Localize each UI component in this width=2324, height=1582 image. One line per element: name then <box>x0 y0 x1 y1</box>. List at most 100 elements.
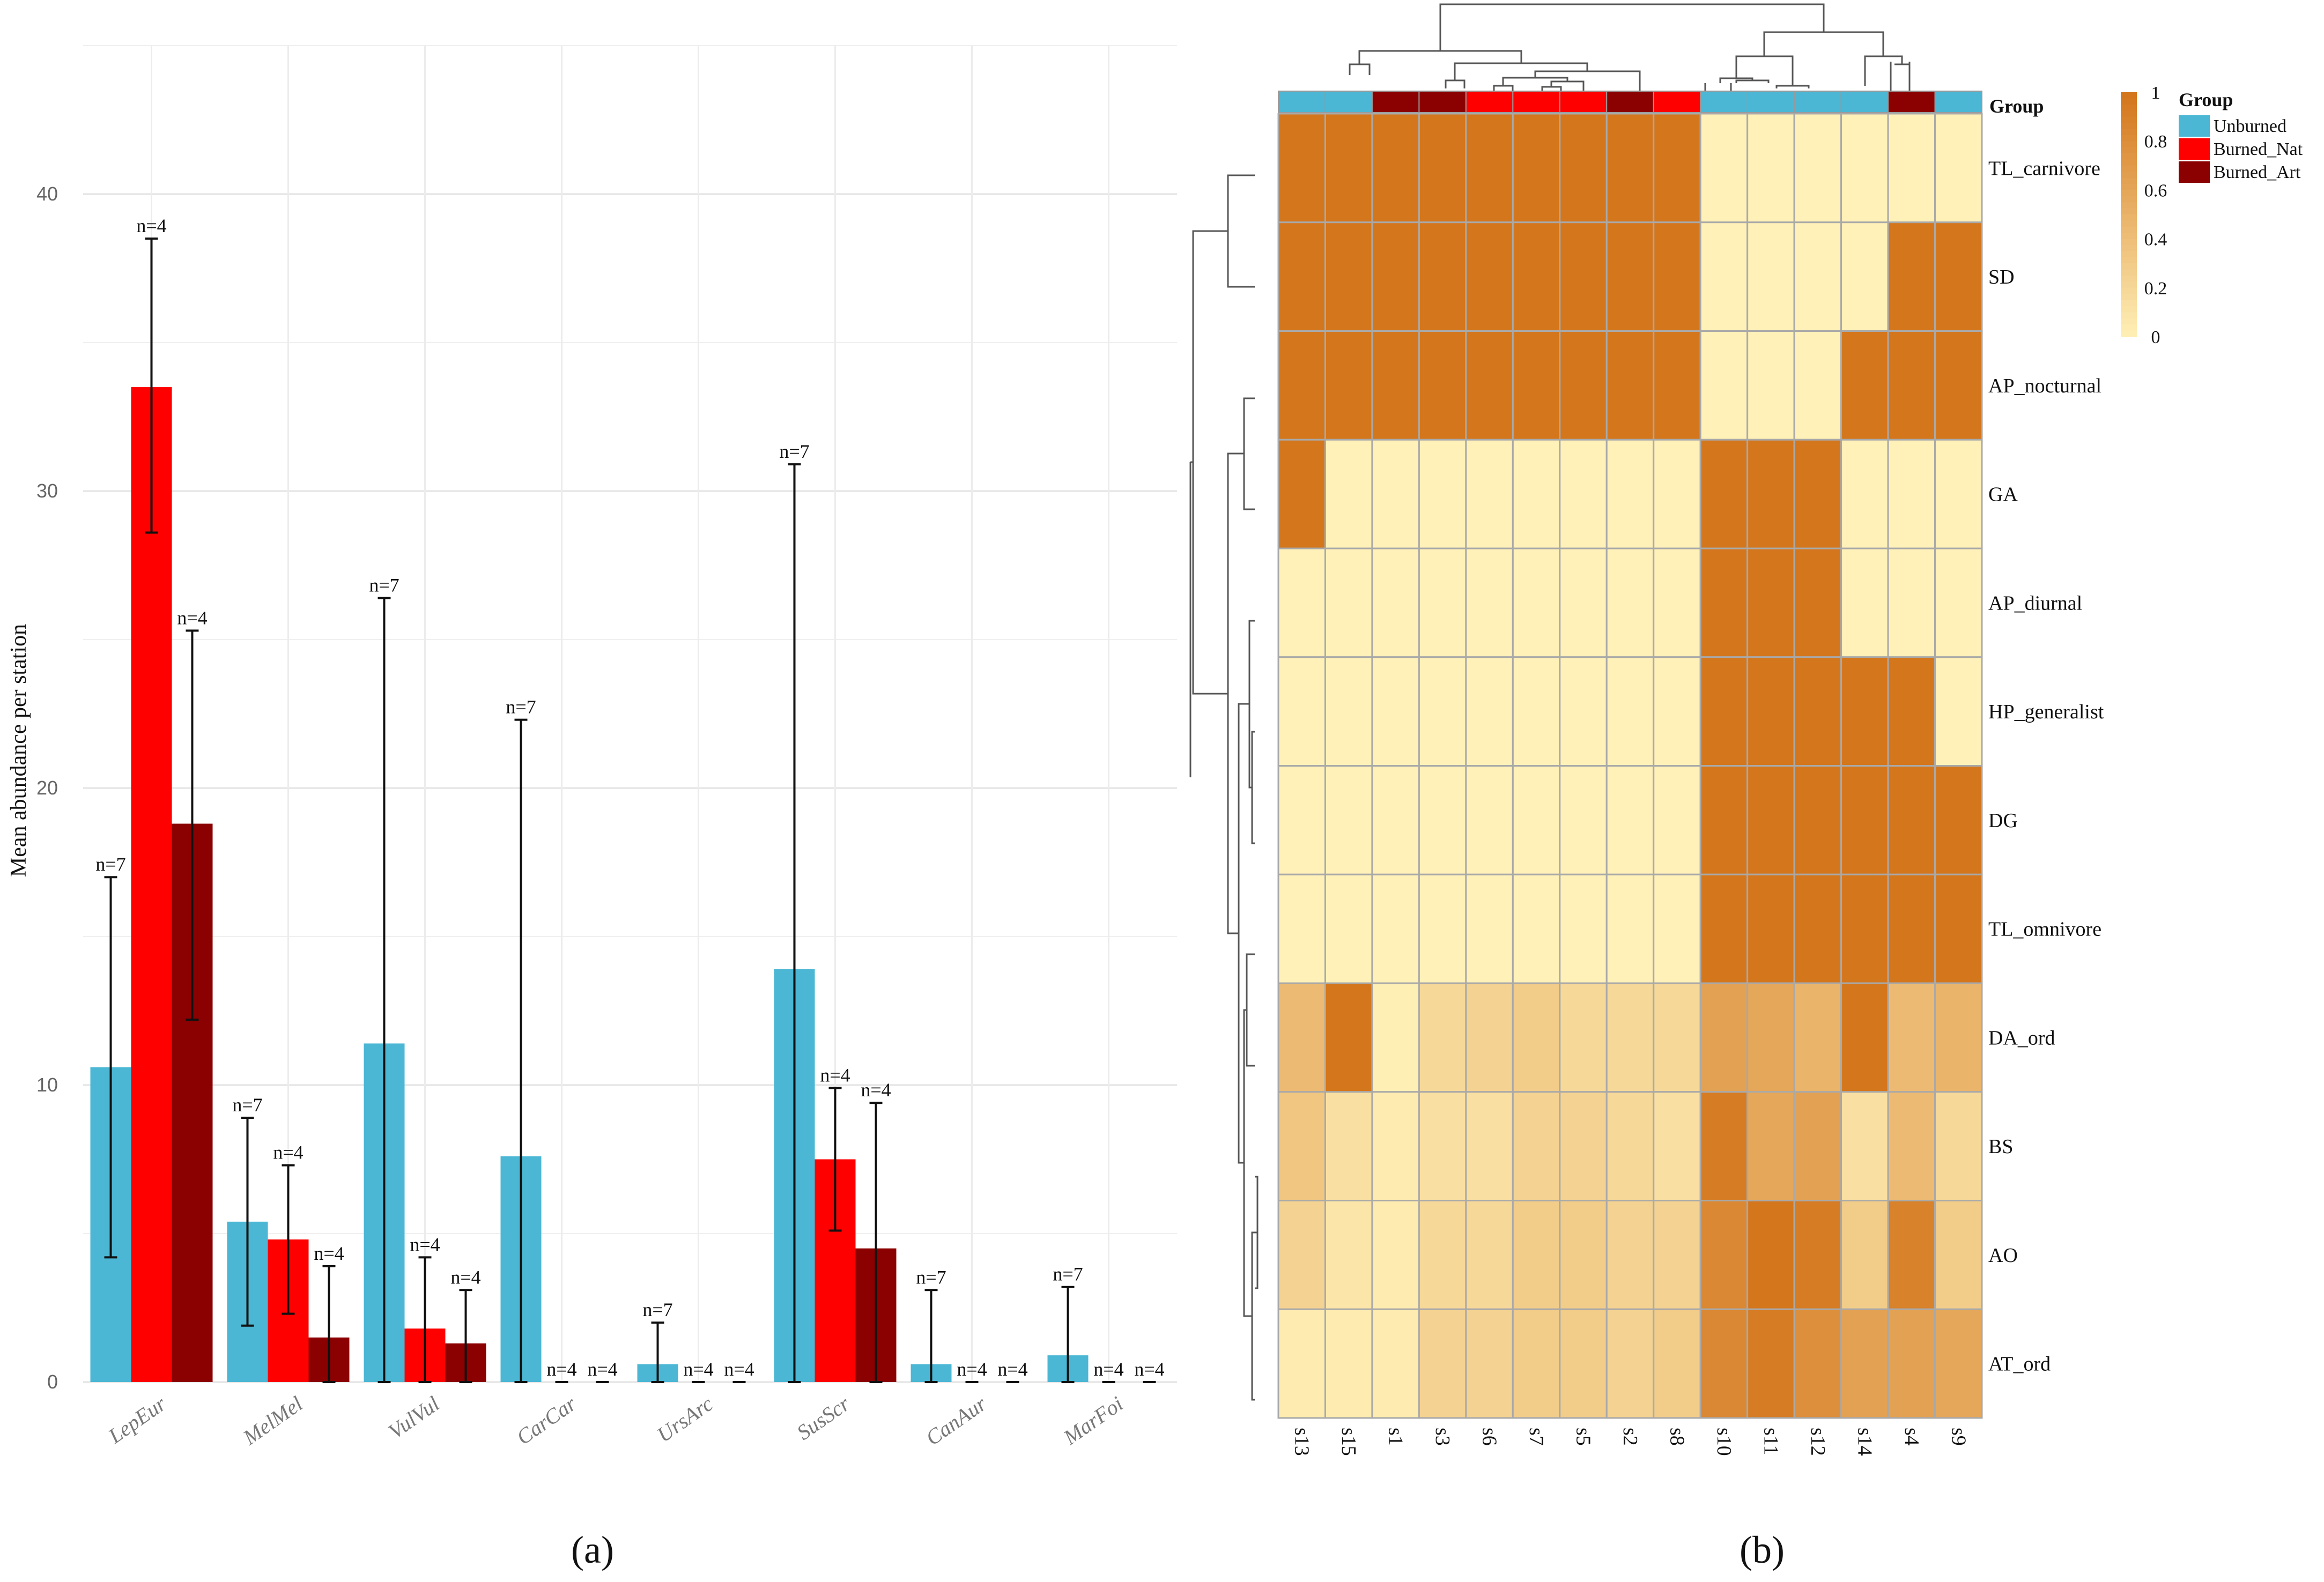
heat-cell-DG-s3 <box>1418 765 1467 875</box>
x-tick-MelMel: MelMel <box>238 1392 307 1450</box>
color-scale-step <box>2121 196 2137 203</box>
heat-cell-AT_ord-s6 <box>1465 1308 1514 1419</box>
bar-chart-panel: n=7 n=4 n=4 n=7 n=4 n=4 n=7 n=4 n=4 n=7 n=4 n=4 n=7 n… <box>6 45 1177 1571</box>
heat-cell-BS-s9 <box>1934 1091 1983 1201</box>
n-label-SusScr-Burned_Art: n=4 <box>861 1079 891 1101</box>
heat-cell-SD-s8 <box>1653 221 1701 332</box>
color-scale-step <box>2121 312 2137 319</box>
color-scale-step <box>2121 153 2137 160</box>
x-tick-CanAur: CanAur <box>921 1391 991 1450</box>
n-label-MarFoi-Burned_Nat: n=4 <box>1093 1358 1123 1380</box>
heat-cell-DA_ord-s1 <box>1371 982 1420 1093</box>
heat-cell-HP_generalist-s11 <box>1746 656 1795 767</box>
heat-cell-AO-s12 <box>1793 1200 1842 1310</box>
color-scale-step <box>2121 239 2137 246</box>
heat-cell-AP_nocturnal-s3 <box>1418 330 1467 441</box>
heat-cell-AP_diurnal-s13 <box>1277 547 1326 658</box>
group-cell-s6 <box>1465 91 1514 113</box>
heat-cell-AP_nocturnal-s4 <box>1887 330 1936 441</box>
heat-cell-AT_ord-s7 <box>1512 1308 1561 1419</box>
panel-label-b: (b) <box>1740 1528 1785 1571</box>
color-scale-step <box>2121 269 2137 276</box>
n-label-SusScr-Burned_Nat: n=4 <box>820 1065 850 1086</box>
row-dendrogram <box>1189 174 1259 1401</box>
heat-cell-TL_omnivore-s9 <box>1934 873 1983 984</box>
column-label-s12: s12 <box>1807 1428 1829 1456</box>
heat-cell-TL_omnivore-s12 <box>1793 873 1842 984</box>
heat-cell-HP_generalist-s5 <box>1559 656 1608 767</box>
heat-cell-AP_nocturnal-s9 <box>1934 330 1983 441</box>
n-label-MarFoi-Unburned: n=7 <box>1053 1264 1083 1285</box>
heat-cell-HP_generalist-s4 <box>1887 656 1936 767</box>
group-legend: Group Unburned Burned_Nat Burned_Art <box>2179 89 2303 183</box>
heat-cell-TL_carnivore-s3 <box>1418 113 1467 224</box>
column-label-s13: s13 <box>1291 1428 1313 1456</box>
heat-cell-TL_carnivore-s7 <box>1512 113 1561 224</box>
heat-cell-AP_diurnal-s4 <box>1887 547 1936 658</box>
bar-LepEur-Burned_Nat <box>131 387 172 1382</box>
heat-cell-AO-s8 <box>1653 1200 1701 1310</box>
n-label-VulVul-Burned_Art: n=4 <box>450 1266 480 1288</box>
heat-cell-SD-s12 <box>1793 221 1842 332</box>
heat-cell-DA_ord-s7 <box>1512 982 1561 1093</box>
heat-cell-TL_carnivore-s11 <box>1746 113 1795 224</box>
n-label-MarFoi-Burned_Art: n=4 <box>1134 1358 1164 1380</box>
heat-cell-SD-s7 <box>1512 221 1561 332</box>
heat-cell-TL_carnivore-s1 <box>1371 113 1420 224</box>
heat-cell-AO-s6 <box>1465 1200 1514 1310</box>
heat-cell-BS-s15 <box>1324 1091 1373 1201</box>
color-scale-step <box>2121 251 2137 258</box>
color-scale-step <box>2121 220 2137 227</box>
error-bar-CarCar-Unburned <box>514 718 528 1383</box>
color-scale-step <box>2121 233 2137 240</box>
heat-cell-DG-s6 <box>1465 765 1514 875</box>
heat-cell-AO-s1 <box>1371 1200 1420 1310</box>
group-cell-s1 <box>1371 91 1420 113</box>
legend-swatch-Burned_Art <box>2179 161 2210 183</box>
heat-cell-AO-s4 <box>1887 1200 1936 1310</box>
row-label-TL_carnivore: TL_carnivore <box>1988 157 2100 180</box>
heat-cell-AP_nocturnal-s7 <box>1512 330 1561 441</box>
legend-label-Unburned: Unburned <box>2214 116 2286 136</box>
row-label-HP_generalist: HP_generalist <box>1988 701 2104 723</box>
heat-cell-DG-s15 <box>1324 765 1373 875</box>
heat-cell-AO-s2 <box>1605 1200 1655 1310</box>
color-scale-tick-1: 1 <box>2151 83 2160 103</box>
heat-cell-SD-s4 <box>1887 221 1936 332</box>
heat-cell-GA-s7 <box>1512 439 1561 549</box>
heatmap-panel: TL_carnivore SD AP_nocturnal GA AP_diurnal HP… <box>1189 3 2303 1571</box>
group-cell-s13 <box>1278 91 1326 113</box>
legend-swatch-Burned_Nat <box>2179 138 2210 160</box>
y-axis-label: Mean abundance per station <box>6 624 31 877</box>
heat-cell-AO-s10 <box>1699 1200 1749 1310</box>
color-scale-step <box>2121 129 2137 136</box>
heat-cell-DA_ord-s8 <box>1653 982 1701 1093</box>
heat-cell-AP_diurnal-s2 <box>1605 547 1655 658</box>
color-scale-step <box>2121 110 2137 117</box>
heat-cell-AP_diurnal-s14 <box>1840 547 1889 658</box>
n-label-CarCar-Unburned: n=7 <box>506 696 536 718</box>
heatmap-column-labels: s13 s15 s1 s3 s6 s7 s5 s2 s8 s10 s11 s12 s14 s4 s9 <box>1291 1428 1970 1456</box>
heat-cell-AP_nocturnal-s6 <box>1465 330 1514 441</box>
color-scale-step <box>2121 226 2137 234</box>
heat-cell-DA_ord-s12 <box>1793 982 1842 1093</box>
heat-cell-AP_nocturnal-s8 <box>1653 330 1701 441</box>
heat-cell-GA-s9 <box>1934 439 1983 549</box>
heat-cell-AT_ord-s2 <box>1605 1308 1655 1419</box>
heat-cell-DG-s5 <box>1559 765 1608 875</box>
heat-cell-TL_carnivore-s15 <box>1324 113 1373 224</box>
group-cell-s4 <box>1888 91 1936 113</box>
error-bar-SusScr-Unburned <box>788 463 801 1383</box>
heat-cell-BS-s12 <box>1793 1091 1842 1201</box>
heat-cell-AT_ord-s1 <box>1371 1308 1420 1419</box>
color-scale-legend: 1 0.8 0.6 0.4 0.2 0 <box>2121 83 2167 347</box>
n-label-VulVul-Burned_Nat: n=4 <box>410 1234 440 1255</box>
group-annotation-row <box>1278 91 1983 113</box>
n-label-CarCar-Burned_Nat: n=4 <box>546 1358 576 1380</box>
heat-cell-AP_nocturnal-s5 <box>1559 330 1608 441</box>
heat-cell-TL_omnivore-s6 <box>1465 873 1514 984</box>
color-scale-tick-0.6: 0.6 <box>2144 181 2167 200</box>
heat-cell-HP_generalist-s13 <box>1277 656 1326 767</box>
color-scale-tick-0.2: 0.2 <box>2144 279 2167 299</box>
